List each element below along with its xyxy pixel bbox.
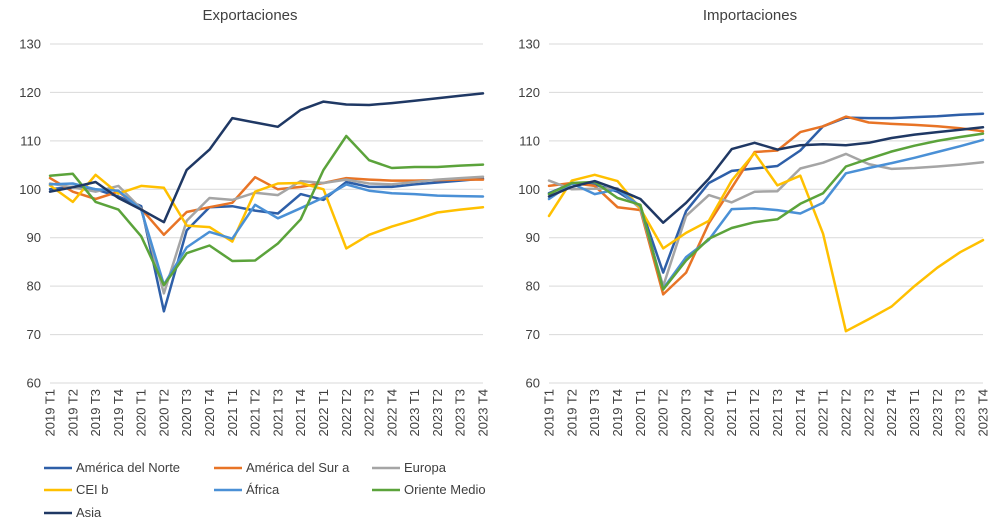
x-tick-label: 2019 T4 bbox=[610, 389, 625, 436]
legend-item-africa: África bbox=[214, 482, 280, 497]
x-tick-label: 2021 T1 bbox=[225, 389, 240, 436]
legend-label: América del Norte bbox=[76, 460, 180, 475]
series-line-africa bbox=[547, 138, 985, 290]
x-tick-label: 2023 T2 bbox=[430, 389, 445, 436]
y-tick-label: 70 bbox=[27, 327, 41, 342]
legend-label: Europa bbox=[404, 460, 447, 475]
legend-item-america-del-norte: América del Norte bbox=[44, 460, 180, 475]
x-tick-label: 2023 T4 bbox=[976, 389, 991, 436]
x-tick-label: 2021 T2 bbox=[248, 389, 263, 436]
x-tick-label: 2023 T1 bbox=[407, 389, 422, 436]
x-tick-label: 2020 T2 bbox=[656, 389, 671, 436]
plot-areas: 60 70 80 90 100 110 120 130 2019 T1 2019 T2 2019 T… bbox=[19, 37, 990, 437]
x-tick-label: 2019 T3 bbox=[88, 389, 103, 436]
x-tick-label: 2020 T4 bbox=[202, 389, 217, 436]
legend-item-oriente-medio: Oriente Medio bbox=[372, 482, 486, 497]
series-line-oriente-medio bbox=[547, 132, 985, 291]
legend-label: África bbox=[246, 482, 280, 497]
y-tick-label: 120 bbox=[518, 85, 540, 100]
x-tick-label: 2022 T1 bbox=[316, 389, 331, 436]
x-tick-label: 2021 T3 bbox=[770, 389, 785, 436]
series-line-cei-b bbox=[547, 151, 985, 333]
series-line-oriente-medio bbox=[48, 134, 485, 287]
y-tick-label: 100 bbox=[19, 182, 41, 197]
x-tick-label: 2019 T4 bbox=[111, 389, 126, 436]
y-tick-label: 100 bbox=[518, 182, 540, 197]
legend-label: Asia bbox=[76, 505, 102, 520]
plot-exportaciones: 60 70 80 90 100 110 120 130 2019 T1 2019 T2 2019 T… bbox=[19, 37, 490, 437]
x-tick-label: 2019 T1 bbox=[43, 389, 58, 436]
y-tick-label: 60 bbox=[27, 376, 41, 391]
y-tick-label: 120 bbox=[19, 85, 41, 100]
x-tick-label: 2023 T3 bbox=[453, 389, 468, 436]
y-tick-label: 90 bbox=[526, 230, 540, 245]
x-tick-label: 2022 T2 bbox=[838, 389, 853, 436]
y-tick-label: 110 bbox=[519, 133, 540, 148]
x-tick-label: 2023 T3 bbox=[953, 389, 968, 436]
x-tick-label: 2019 T1 bbox=[542, 389, 557, 436]
x-tick-label: 2020 T2 bbox=[156, 389, 171, 436]
x-tick-label: 2019 T2 bbox=[65, 389, 80, 436]
x-tick-label: 2022 T3 bbox=[861, 389, 876, 436]
y-tick-label: 110 bbox=[20, 133, 41, 148]
x-tick-label: 2022 T4 bbox=[384, 389, 399, 436]
y-tick-label: 90 bbox=[27, 230, 41, 245]
x-tick-label: 2022 T4 bbox=[884, 389, 899, 436]
legend-item-cei-b: CEI b bbox=[44, 482, 109, 497]
chart-title-exportaciones: Exportaciones bbox=[202, 7, 297, 24]
x-tick-label: 2022 T2 bbox=[339, 389, 354, 436]
x-tick-label: 2023 T2 bbox=[930, 389, 945, 436]
x-tick-label: 2021 T4 bbox=[293, 389, 308, 436]
series-line-america-del-norte bbox=[48, 177, 485, 313]
x-tick-label: 2019 T2 bbox=[564, 389, 579, 436]
plot-importaciones: 60 70 80 90 100 110 120 130 2019 T1 2019 T2 2019 T… bbox=[518, 37, 990, 437]
y-tick-label: 80 bbox=[526, 279, 540, 294]
x-tick-label: 2021 T1 bbox=[724, 389, 739, 436]
legend-item-europa: Europa bbox=[372, 460, 447, 475]
x-tick-label: 2020 T3 bbox=[179, 389, 194, 436]
legend-label: Oriente Medio bbox=[404, 482, 486, 497]
x-tick-label: 2020 T1 bbox=[633, 389, 648, 436]
x-tick-label: 2022 T3 bbox=[362, 389, 377, 436]
x-tick-label: 2021 T2 bbox=[747, 389, 762, 436]
x-tick-label: 2023 T1 bbox=[907, 389, 922, 436]
series-line-asia bbox=[547, 126, 985, 224]
y-tick-label: 130 bbox=[19, 37, 41, 52]
y-tick-label: 60 bbox=[526, 376, 540, 391]
x-tick-label: 2020 T3 bbox=[679, 389, 694, 436]
y-tick-label: 80 bbox=[27, 279, 41, 294]
x-tick-label: 2021 T3 bbox=[270, 389, 285, 436]
legend: América del Norte América del Sur a Europa… bbox=[44, 460, 486, 520]
x-tick-label: 2022 T1 bbox=[816, 389, 831, 436]
x-tick-label: 2019 T3 bbox=[587, 389, 602, 436]
series-line-america-del-sur-a bbox=[547, 115, 985, 296]
x-tick-label: 2023 T4 bbox=[476, 389, 491, 436]
legend-item-asia: Asia bbox=[44, 505, 102, 520]
legend-label: América del Sur a bbox=[246, 460, 350, 475]
series-line-america-del-norte bbox=[547, 112, 985, 274]
x-tick-label: 2020 T4 bbox=[701, 389, 716, 436]
y-tick-label: 70 bbox=[526, 327, 540, 342]
legend-item-america-del-sur-a: América del Sur a bbox=[214, 460, 350, 475]
y-tick-label: 130 bbox=[518, 37, 540, 52]
series-line-africa bbox=[48, 182, 485, 286]
x-tick-label: 2020 T1 bbox=[134, 389, 149, 436]
x-tick-label: 2021 T4 bbox=[793, 389, 808, 436]
legend-label: CEI b bbox=[76, 482, 109, 497]
chart-title-importaciones: Importaciones bbox=[703, 7, 797, 24]
series-line-asia bbox=[48, 92, 485, 224]
series-line-europa bbox=[48, 175, 485, 295]
